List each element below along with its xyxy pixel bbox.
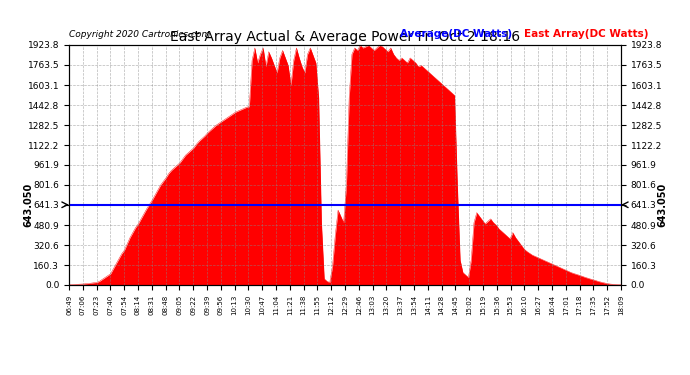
Text: 643.050: 643.050 [23,183,33,227]
Text: Average(DC Watts): Average(DC Watts) [400,29,512,39]
Text: East Array(DC Watts): East Array(DC Watts) [524,29,649,39]
Text: 643.050: 643.050 [657,183,667,227]
Title: East Array Actual & Average Power Fri Oct 2 18:16: East Array Actual & Average Power Fri Oc… [170,30,520,44]
Text: Copyright 2020 Cartronics.com: Copyright 2020 Cartronics.com [69,30,210,39]
